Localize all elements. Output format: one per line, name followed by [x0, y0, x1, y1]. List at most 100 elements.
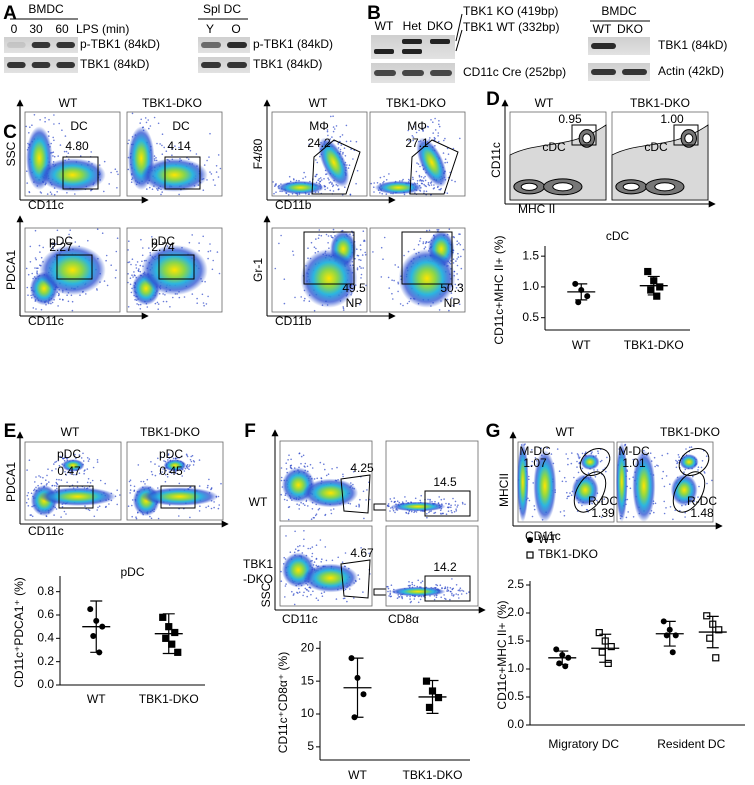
panel-label: C	[3, 122, 17, 143]
event-dot	[420, 582, 422, 584]
event-dot	[38, 475, 40, 477]
x-tick-label: WT	[87, 692, 106, 706]
event-dot	[83, 473, 85, 475]
event-dot	[463, 590, 465, 592]
event-dot	[61, 479, 63, 481]
y-tick-label: 1.0	[522, 279, 539, 293]
legend-marker	[527, 552, 533, 558]
data-point	[707, 635, 713, 641]
data-point	[436, 695, 442, 701]
band-label: TBK1 KO (419bp)	[463, 4, 558, 18]
event-dot	[391, 584, 393, 586]
event-dot	[451, 594, 453, 596]
event-dot	[146, 122, 148, 124]
event-dot	[393, 510, 395, 512]
band-label: TBK1 (84kD)	[253, 57, 322, 71]
band	[32, 42, 51, 48]
event-dot	[130, 277, 132, 279]
data-point	[160, 614, 166, 620]
band	[591, 43, 616, 49]
event-dot	[458, 256, 460, 258]
event-dot	[285, 462, 287, 464]
event-dot	[461, 593, 463, 595]
lane-label: WT	[593, 22, 612, 36]
event-dot	[456, 258, 458, 260]
event-dot	[92, 480, 94, 482]
event-dot	[330, 181, 332, 183]
event-dot	[87, 482, 89, 484]
event-dot	[459, 138, 461, 140]
density-blob	[39, 487, 116, 506]
event-dot	[387, 591, 389, 593]
density-blob	[39, 158, 106, 192]
event-dot	[377, 182, 379, 184]
event-dot	[117, 237, 119, 239]
event-dot	[57, 484, 59, 486]
event-dot	[116, 489, 118, 491]
x-axis-label: CD11c	[28, 198, 64, 212]
event-dot	[288, 519, 290, 521]
band-label: p-TBK1 (84kD)	[253, 37, 333, 51]
event-dot	[28, 191, 30, 193]
event-dot	[140, 119, 142, 121]
event-dot	[397, 597, 399, 599]
event-dot	[107, 285, 109, 287]
event-dot	[140, 265, 142, 267]
event-dot	[149, 516, 151, 518]
y-axis-label: SSC	[4, 141, 18, 166]
event-dot	[45, 479, 47, 481]
event-dot	[299, 591, 301, 593]
event-dot	[698, 486, 700, 488]
event-dot	[97, 461, 99, 463]
event-dot	[664, 513, 666, 515]
event-dot	[417, 580, 419, 582]
density-blob	[303, 564, 358, 593]
event-dot	[293, 593, 295, 595]
event-dot	[453, 258, 455, 260]
event-dot	[312, 467, 314, 469]
x-tick-label: Resident DC	[657, 737, 725, 751]
event-dot	[451, 593, 453, 595]
event-dot	[281, 467, 283, 469]
event-dot	[358, 506, 360, 508]
x-axis-label: CD11c	[282, 612, 318, 626]
event-dot	[384, 237, 386, 239]
data-point	[169, 641, 175, 647]
event-dot	[364, 252, 366, 254]
event-dot	[48, 131, 50, 133]
event-dot	[287, 459, 289, 461]
event-dot	[58, 479, 60, 481]
band	[374, 49, 394, 54]
event-dot	[132, 276, 134, 278]
event-dot	[326, 560, 328, 562]
event-dot	[320, 462, 322, 464]
event-dot	[210, 250, 212, 252]
event-dot	[319, 508, 321, 510]
event-dot	[184, 296, 186, 298]
band	[7, 42, 26, 48]
event-dot	[423, 190, 425, 192]
event-dot	[455, 593, 457, 595]
event-dot	[468, 591, 470, 593]
data-point	[427, 704, 433, 710]
event-dot	[206, 303, 208, 305]
event-dot	[97, 507, 99, 509]
event-dot	[314, 310, 316, 312]
event-dot	[53, 123, 55, 125]
data-point	[599, 649, 605, 655]
event-dot	[529, 500, 531, 502]
event-dot	[444, 162, 446, 164]
event-dot	[35, 476, 37, 478]
event-dot	[361, 274, 363, 276]
event-dot	[292, 251, 294, 253]
event-dot	[273, 193, 275, 195]
event-dot	[293, 254, 295, 256]
event-dot	[190, 459, 192, 461]
event-dot	[567, 496, 569, 498]
event-dot	[458, 597, 460, 599]
event-dot	[306, 596, 308, 598]
y-axis-label: F4/80	[251, 138, 265, 169]
event-dot	[440, 510, 442, 512]
event-dot	[315, 238, 317, 240]
